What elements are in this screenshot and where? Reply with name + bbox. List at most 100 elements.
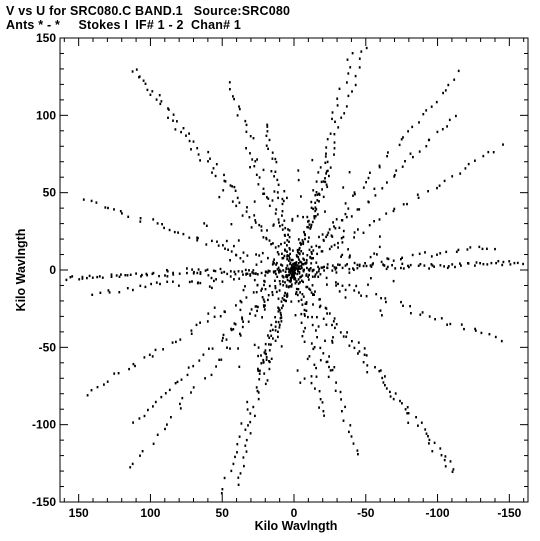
uv-point xyxy=(400,266,402,270)
uv-point xyxy=(312,249,315,252)
uv-point xyxy=(331,111,334,114)
uv-point xyxy=(391,264,393,267)
axis-ticks xyxy=(60,37,528,503)
uv-point xyxy=(96,385,99,389)
uv-point xyxy=(333,366,336,369)
uv-point xyxy=(290,300,293,303)
uv-point xyxy=(316,252,318,256)
uv-point xyxy=(410,312,412,315)
uv-point xyxy=(513,261,516,265)
uv-point xyxy=(295,287,298,291)
uv-point xyxy=(294,262,297,265)
uv-point xyxy=(222,244,224,247)
uv-point xyxy=(267,298,269,302)
uv-point xyxy=(393,207,396,211)
uv-point xyxy=(215,163,218,166)
uv-point xyxy=(363,347,366,350)
uv-point xyxy=(333,153,335,156)
uv-point xyxy=(380,260,383,264)
uv-point xyxy=(324,155,327,158)
uv-point xyxy=(276,178,279,182)
uv-point xyxy=(289,252,291,256)
uv-point xyxy=(289,262,291,266)
uv-point xyxy=(288,229,291,232)
uv-point xyxy=(392,209,395,213)
uv-point xyxy=(185,134,187,137)
uv-point xyxy=(286,254,289,257)
uv-point xyxy=(144,285,147,289)
uv-point xyxy=(288,273,290,277)
uv-point xyxy=(238,201,241,204)
uv-point xyxy=(262,168,265,172)
uv-point xyxy=(335,266,338,269)
uv-point xyxy=(417,196,420,199)
uv-point xyxy=(263,308,266,311)
uv-point xyxy=(338,263,341,267)
uv-point xyxy=(211,171,213,174)
uv-point xyxy=(274,212,277,215)
uv-point xyxy=(286,196,288,200)
uv-point xyxy=(286,250,288,253)
uv-point xyxy=(178,272,181,275)
x-tick-label: 100 xyxy=(140,506,160,520)
uv-point xyxy=(293,274,296,277)
uv-point xyxy=(502,143,504,146)
uv-point xyxy=(314,194,317,197)
uv-point xyxy=(303,377,306,380)
uv-point xyxy=(310,381,313,385)
uv-point xyxy=(522,262,524,266)
uv-point xyxy=(284,281,286,284)
uv-point xyxy=(404,160,406,163)
uv-point xyxy=(419,313,422,316)
uv-point xyxy=(288,235,291,239)
uv-point xyxy=(145,272,148,276)
uv-point xyxy=(421,311,424,314)
uv-point xyxy=(271,328,274,332)
uv-point xyxy=(481,247,484,251)
uv-point xyxy=(333,266,336,269)
uv-point xyxy=(357,341,360,344)
uv-point xyxy=(334,120,336,123)
uv-point xyxy=(154,400,157,404)
uv-point xyxy=(192,386,195,389)
uv-point xyxy=(186,267,188,270)
uv-point xyxy=(315,329,317,332)
uv-point xyxy=(232,328,235,331)
uv-point xyxy=(90,199,93,203)
uv-point xyxy=(286,244,288,247)
uv-point xyxy=(238,277,241,280)
uv-point xyxy=(411,253,414,257)
uv-point xyxy=(237,239,240,242)
uv-point xyxy=(282,276,285,279)
uv-point xyxy=(329,369,332,372)
uv-point xyxy=(220,492,223,495)
uv-point xyxy=(254,221,257,224)
uv-point xyxy=(289,272,292,275)
uv-point xyxy=(229,270,232,273)
uv-point xyxy=(373,187,376,190)
uv-point xyxy=(267,294,270,297)
uv-point xyxy=(365,354,368,357)
uv-point xyxy=(316,271,318,274)
uv-point xyxy=(255,263,258,266)
uv-point xyxy=(333,243,336,247)
uv-point xyxy=(234,455,236,459)
uv-point xyxy=(270,357,273,360)
uv-point xyxy=(229,259,231,262)
uv-point xyxy=(199,281,202,285)
uv-point xyxy=(407,421,410,424)
uv-point xyxy=(304,326,306,330)
x-tick-label: -100 xyxy=(426,506,450,520)
uv-point xyxy=(293,266,296,269)
x-tick-label: -50 xyxy=(357,506,375,520)
uv-point xyxy=(263,283,265,287)
uv-point xyxy=(197,153,200,156)
uv-point xyxy=(291,275,293,278)
uv-point xyxy=(342,186,345,189)
uv-point xyxy=(113,208,115,211)
uv-point xyxy=(233,278,235,281)
uv-point xyxy=(385,267,388,271)
uv-point xyxy=(170,416,172,419)
uv-point xyxy=(226,346,228,349)
